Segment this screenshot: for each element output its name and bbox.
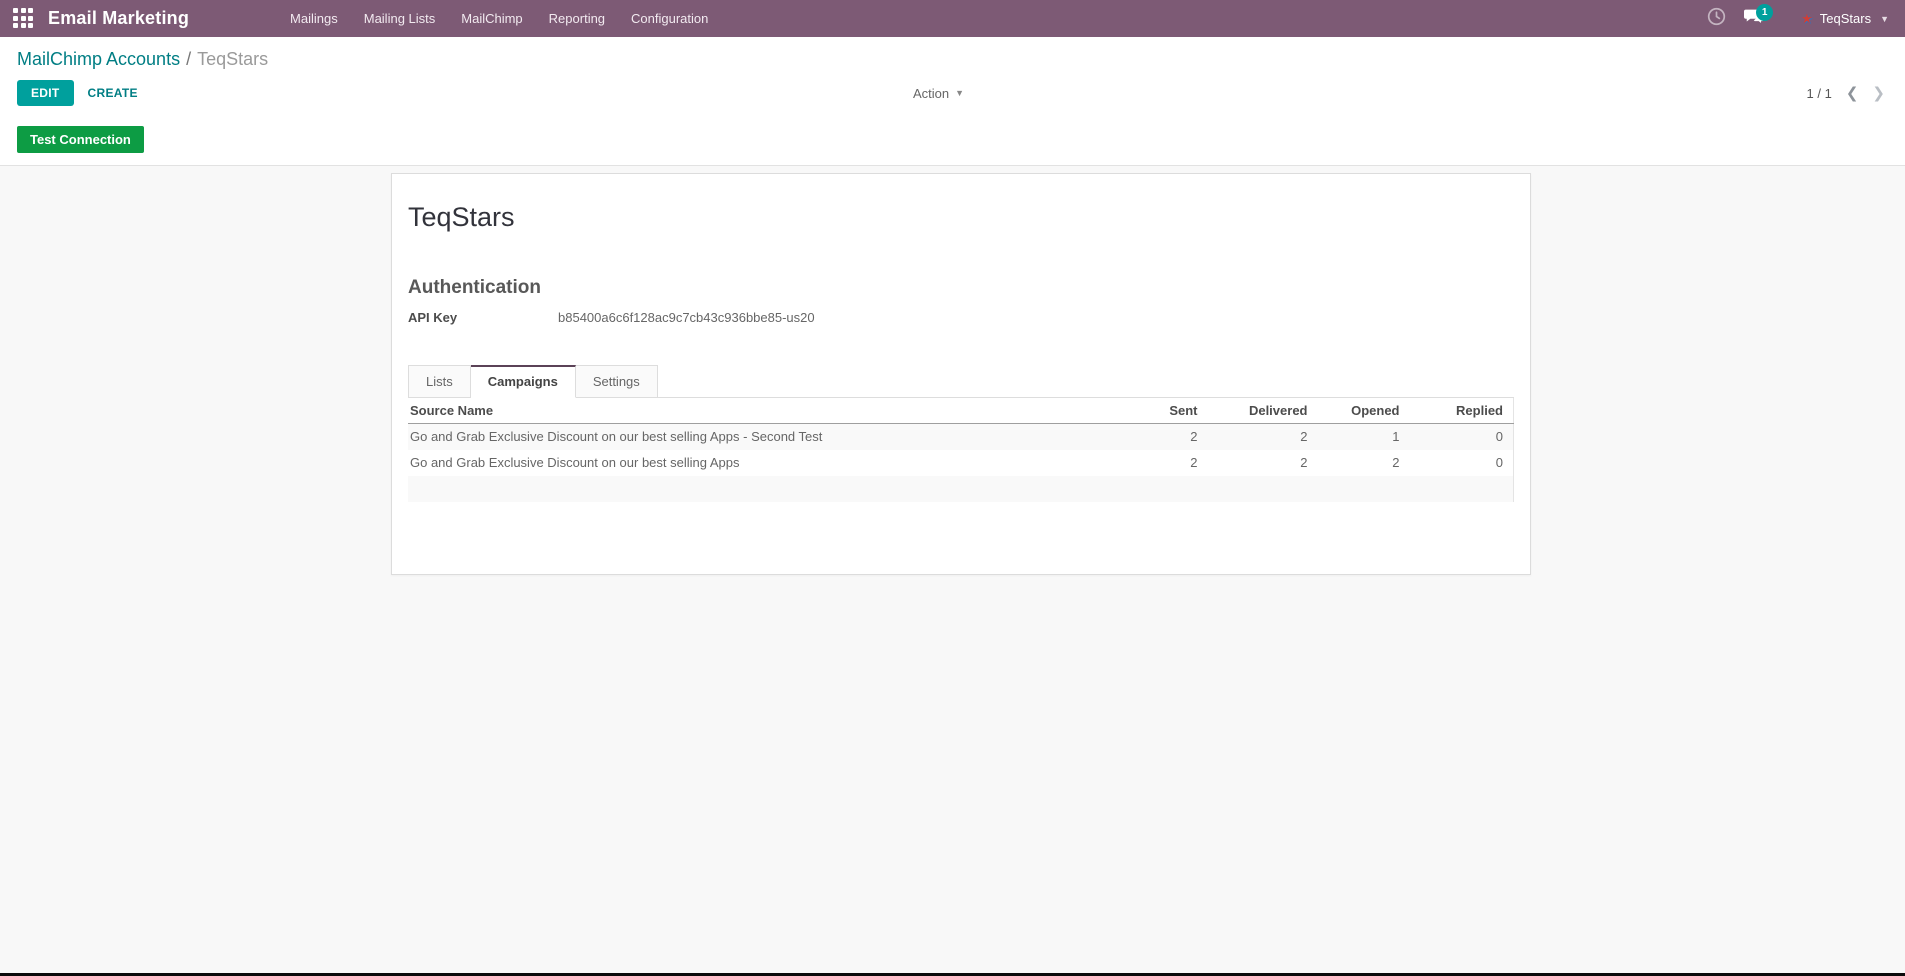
apps-menu-icon[interactable] — [13, 8, 34, 29]
cell-source-name[interactable]: Go and Grab Exclusive Discount on our be… — [410, 429, 823, 445]
control-panel: MailChimp Accounts / TeqStars EDIT CREATE … — [0, 37, 1905, 115]
tab-settings[interactable]: Settings — [575, 365, 658, 398]
cell-source-name[interactable]: Go and Grab Exclusive Discount on our be… — [410, 455, 740, 470]
systray: 1 ★ TeqStars ▼ — [1699, 0, 1889, 37]
clock-icon — [1707, 7, 1726, 31]
action-dropdown[interactable]: Action ▼ — [913, 86, 964, 101]
app-title[interactable]: Email Marketing — [48, 8, 190, 28]
tab-lists[interactable]: Lists — [408, 365, 471, 398]
table-header-row: Source Name Sent Delivered Opened Replie… — [408, 398, 1514, 424]
test-connection-button[interactable]: Test Connection — [17, 126, 144, 153]
table-empty-row — [408, 475, 1514, 502]
authentication-heading: Authentication — [408, 277, 541, 298]
control-panel-buttons-row: EDIT CREATE Action ▼ 1 / 1 ❮ ❯ — [17, 79, 1889, 107]
company-avatar-icon: ★ — [1801, 11, 1813, 26]
form-view: TeqStars Authentication API Key b85400a6… — [0, 166, 1905, 575]
api-key-label: API Key — [408, 310, 458, 325]
pager-previous-icon[interactable]: ❮ — [1845, 84, 1859, 102]
cell-replied[interactable]: 0 — [1495, 455, 1503, 470]
breadcrumb-separator: / — [186, 49, 192, 69]
menu-mailings[interactable]: Mailings — [290, 11, 338, 26]
pager: 1 / 1 ❮ ❯ — [1807, 86, 1889, 101]
column-delivered[interactable]: Delivered — [1207, 398, 1318, 424]
pager-next-icon[interactable]: ❯ — [1872, 84, 1885, 102]
screen-bottom-edge — [0, 973, 1905, 976]
cell-opened[interactable]: 2 — [1392, 455, 1400, 470]
cell-sent[interactable]: 2 — [1190, 455, 1198, 470]
column-source-name[interactable]: Source Name — [408, 398, 1113, 424]
table-row[interactable]: Go and Grab Exclusive Discount on our be… — [408, 423, 1514, 450]
record-title: TeqStars — [408, 202, 515, 232]
notebook-tabs: Lists Campaigns Settings — [408, 365, 1514, 398]
message-count-badge: 1 — [1756, 4, 1774, 21]
activities-button[interactable] — [1699, 0, 1733, 37]
chevron-down-icon: ▼ — [955, 88, 965, 98]
menu-mailing-lists[interactable]: Mailing Lists — [363, 11, 436, 26]
create-button[interactable]: CREATE — [74, 80, 152, 106]
menu-configuration[interactable]: Configuration — [631, 11, 709, 26]
table-row[interactable]: Go and Grab Exclusive Discount on our be… — [408, 450, 1514, 476]
action-dropdown-label: Action — [913, 85, 950, 101]
menu-reporting[interactable]: Reporting — [548, 11, 606, 26]
edit-button[interactable]: EDIT — [17, 80, 74, 106]
breadcrumb: MailChimp Accounts / TeqStars — [17, 49, 1889, 70]
cell-sent[interactable]: 2 — [1190, 429, 1198, 445]
cell-replied[interactable]: 0 — [1495, 429, 1503, 445]
api-key-field-row: API Key b85400a6c6f128ac9c7cb43c936bbe85… — [408, 310, 1514, 325]
main-menu: Mailings Mailing Lists MailChimp Reporti… — [277, 0, 721, 37]
messages-button[interactable]: 1 — [1737, 0, 1774, 37]
tab-campaigns[interactable]: Campaigns — [470, 365, 576, 398]
breadcrumb-mailchimp-accounts[interactable]: MailChimp Accounts — [17, 49, 181, 69]
top-navbar: Email Marketing Mailings Mailing Lists M… — [0, 0, 1905, 37]
cell-delivered[interactable]: 2 — [1300, 429, 1308, 445]
form-statusbar: Test Connection — [0, 115, 1905, 166]
chevron-down-icon: ▼ — [1880, 13, 1889, 24]
user-name: TeqStars — [1819, 11, 1872, 26]
breadcrumb-current: TeqStars — [197, 49, 269, 69]
column-opened[interactable]: Opened — [1317, 398, 1410, 424]
api-key-value: b85400a6c6f128ac9c7cb43c936bbe85-us20 — [558, 310, 815, 325]
menu-mailchimp[interactable]: MailChimp — [461, 11, 523, 26]
campaigns-table: Source Name Sent Delivered Opened Replie… — [408, 398, 1514, 502]
cell-opened[interactable]: 1 — [1392, 429, 1400, 445]
column-sent[interactable]: Sent — [1112, 398, 1208, 424]
pager-value: 1 / 1 — [1806, 85, 1832, 101]
cell-delivered[interactable]: 2 — [1300, 455, 1308, 470]
record-sheet: TeqStars Authentication API Key b85400a6… — [391, 173, 1531, 575]
column-replied[interactable]: Replied — [1409, 398, 1514, 424]
user-menu[interactable]: ★ TeqStars ▼ — [1801, 11, 1889, 26]
